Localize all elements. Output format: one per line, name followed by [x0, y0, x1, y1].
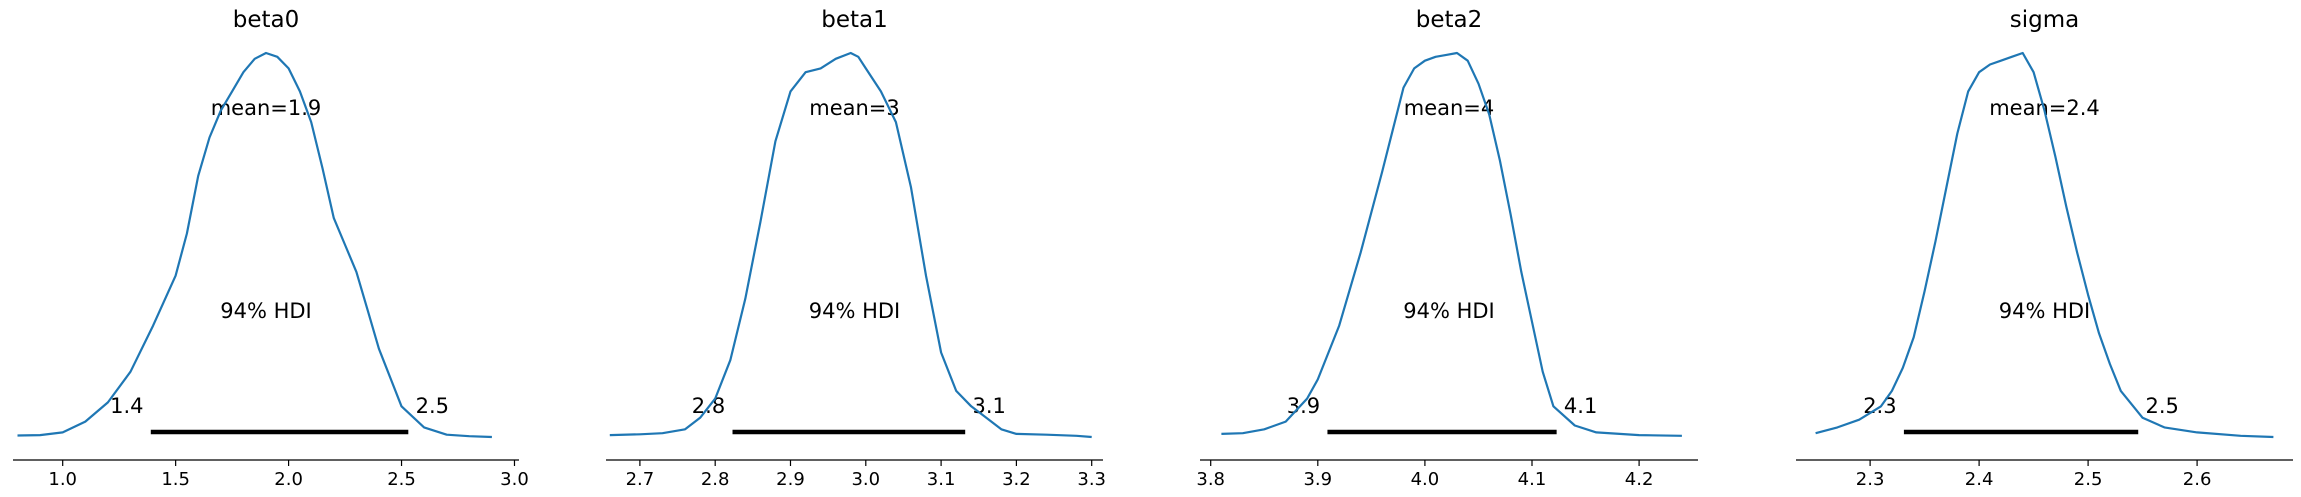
- x-tick-label: 2.5: [387, 469, 416, 490]
- density-curve: [1815, 51, 2274, 439]
- density-curve: [1221, 51, 1682, 437]
- x-tick-label: 2.4: [1965, 469, 1994, 490]
- x-tick-label: 3.8: [1196, 469, 1225, 490]
- x-tick-label: 1.5: [161, 469, 190, 490]
- x-tick-label: 3.0: [851, 469, 880, 490]
- mean-label: mean=4: [1404, 96, 1495, 120]
- panel-title: beta2: [1416, 7, 1483, 33]
- hdi-label: 94% HDI: [220, 299, 312, 323]
- posterior-panel-beta0: beta0 mean=1.9 94% HDI 1.4 2.5 1.0 1.5 2.0…: [13, 7, 529, 490]
- x-tick-label: 2.9: [776, 469, 805, 490]
- x-tick-label: 1.0: [48, 469, 77, 490]
- hdi-label: 94% HDI: [1999, 299, 2091, 323]
- density-curve: [609, 51, 1092, 439]
- x-tick-label: 2.5: [2074, 469, 2103, 490]
- hdi-low-label: 1.4: [110, 394, 143, 418]
- posterior-panel-sigma: sigma mean=2.4 94% HDI 2.3 2.5 2.3 2.4 2.5…: [1796, 7, 2293, 490]
- x-tick-label: 2.0: [274, 469, 303, 490]
- x-tick-label: 2.6: [2183, 469, 2212, 490]
- hdi-high-label: 3.1: [972, 394, 1005, 418]
- density-curve: [17, 51, 492, 439]
- hdi-label: 94% HDI: [1403, 299, 1495, 323]
- x-tick-label: 4.2: [1625, 469, 1654, 490]
- panel-title: beta1: [821, 7, 888, 33]
- panel-title: beta0: [233, 7, 300, 33]
- panel-title: sigma: [2010, 7, 2079, 33]
- x-tick-label: 3.9: [1303, 469, 1332, 490]
- x-tick-label: 4.1: [1518, 469, 1547, 490]
- posterior-panel-beta1: beta1 mean=3 94% HDI 2.8 3.1 2.7 2.8 2.9 3.…: [606, 7, 1106, 490]
- x-tick-label: 3.2: [1002, 469, 1031, 490]
- x-tick-label: 2.8: [701, 469, 730, 490]
- hdi-high-label: 4.1: [1564, 394, 1597, 418]
- x-tick-label: 3.3: [1077, 469, 1106, 490]
- x-tick-label: 4.0: [1411, 469, 1440, 490]
- posterior-panel-beta2: beta2 mean=4 94% HDI 3.9 4.1 3.8 3.9 4.0 4.…: [1196, 7, 1698, 490]
- x-tick-label: 2.7: [626, 469, 655, 490]
- hdi-high-label: 2.5: [2146, 394, 2179, 418]
- x-tick-label: 3.1: [927, 469, 956, 490]
- hdi-label: 94% HDI: [809, 299, 901, 323]
- hdi-high-label: 2.5: [416, 394, 449, 418]
- x-tick-label: 3.0: [500, 469, 529, 490]
- x-tick-label: 2.3: [1856, 469, 1885, 490]
- mean-label: mean=3: [809, 96, 900, 120]
